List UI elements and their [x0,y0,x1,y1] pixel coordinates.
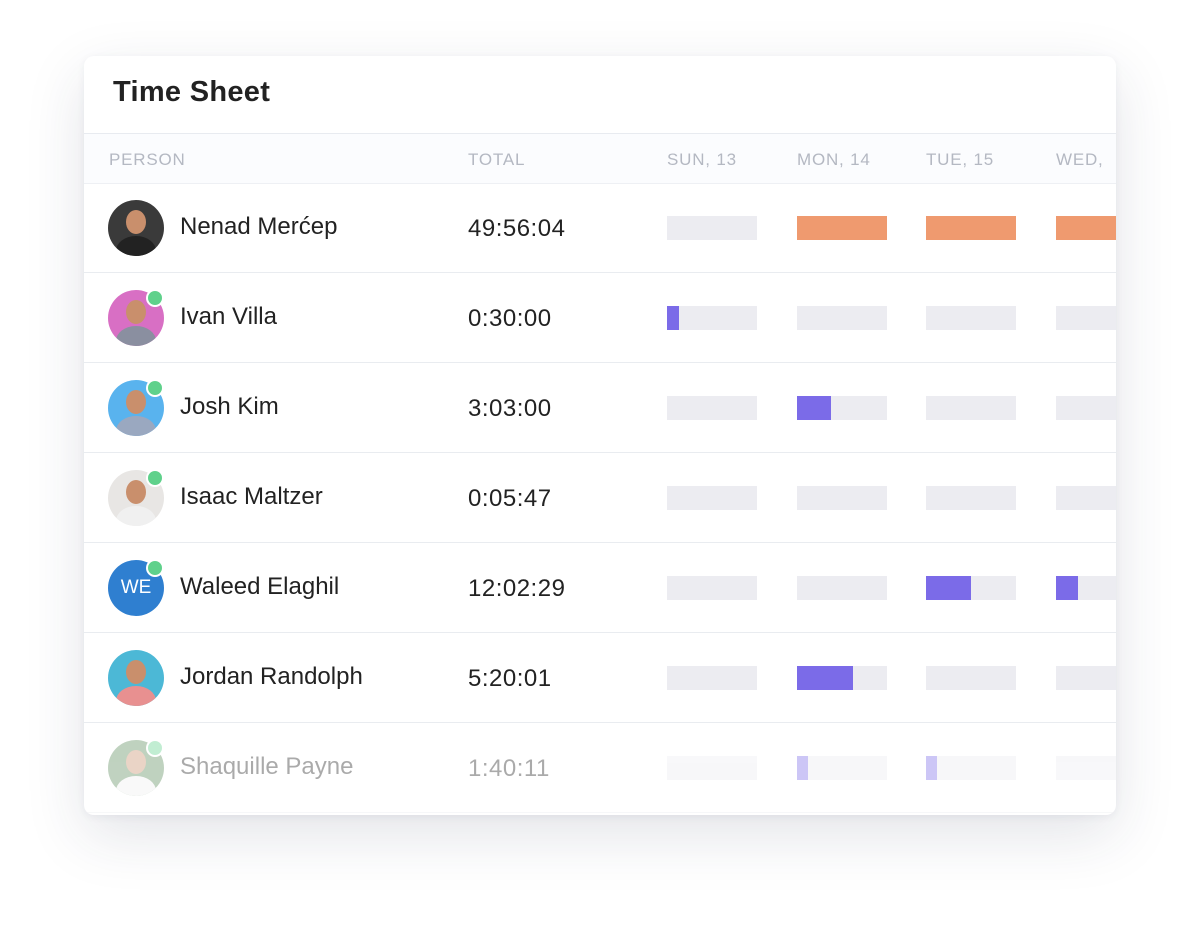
total-time: 5:20:01 [468,665,552,692]
day-bar-track [926,486,1016,510]
total-time: 12:02:29 [468,575,566,602]
avatar [108,650,164,706]
day-bar-track [667,666,757,690]
online-indicator [146,559,164,577]
day-bar [926,216,1016,240]
day-bar-track [1056,396,1116,420]
day-bar-track [1056,666,1116,690]
day-bar [926,756,937,780]
day-bar-track [667,576,757,600]
column-header: PERSON [109,150,186,169]
person-name: Shaquille Payne [180,753,354,780]
day-bar-track [1056,216,1116,240]
day-bar [797,666,853,690]
day-bar-track [1056,486,1116,510]
day-bar-track [926,216,1016,240]
day-bar-track [797,396,887,420]
column-header: WED, [1056,150,1104,169]
day-bar-track [797,216,887,240]
avatar-head [126,660,146,684]
total-time: 0:30:00 [468,305,552,332]
online-indicator [146,379,164,397]
avatar-body [116,506,156,526]
day-bar-track [667,486,757,510]
day-bar-track [667,216,757,240]
day-bar-track [926,306,1016,330]
day-bar [1056,216,1116,240]
avatar-body [116,686,156,706]
avatar-head [126,750,146,774]
person-row: Ivan Villa 0:30:00 [84,273,1116,363]
avatar-head [126,210,146,234]
column-header: TUE, 15 [926,150,994,169]
total-time: 0:05:47 [468,485,552,512]
day-bar-track [926,396,1016,420]
day-bar-track [1056,756,1116,780]
time-sheet-card: Time Sheet PERSON TOTAL SUN, 13 MON, 14 TUE,… [84,56,1116,815]
day-bar-track [926,576,1016,600]
person-row: Josh Kim 3:03:00 [84,363,1116,453]
person-name: Ivan Villa [180,303,277,330]
title: Time Sheet [113,76,271,108]
person-name: Waleed Elaghil [180,573,340,600]
avatar [108,200,164,256]
day-bar-track [667,306,757,330]
day-bar-track [1056,576,1116,600]
header-row: PERSON TOTAL SUN, 13 MON, 14 TUE, 15 WED, [84,133,1116,184]
person-row: Isaac Maltzer 0:05:47 [84,453,1116,543]
online-indicator [146,469,164,487]
avatar-body [116,326,156,346]
day-bar [797,216,887,240]
total-time: 1:40:11 [468,755,550,782]
person-row: Shaquille Payne 1:40:11 [84,723,1116,813]
total-time: 3:03:00 [468,395,552,422]
person-name: Nenad Merćep [180,213,338,240]
day-bar-track [926,666,1016,690]
day-bar-track [797,756,887,780]
online-indicator [146,739,164,757]
day-bar-track [797,666,887,690]
person-row: Nenad Merćep 49:56:04 [84,183,1116,273]
avatar-head [126,300,146,324]
column-header: SUN, 13 [667,150,737,169]
day-bar [797,396,832,420]
person-name: Isaac Maltzer [180,483,323,510]
day-bar-track [667,756,757,780]
column-header: TOTAL [468,150,526,169]
day-bar-track [797,486,887,510]
day-bar-track [797,306,887,330]
person-row: WE Waleed Elaghil 12:02:29 [84,543,1116,633]
day-bar [667,306,679,330]
avatar-body [116,776,156,796]
avatar-initials: WE [120,577,152,598]
avatar [108,740,164,796]
day-bar-track [797,576,887,600]
avatar-body [116,236,156,256]
online-indicator [146,289,164,307]
person-name: Jordan Randolph [180,663,363,690]
day-bar-track [926,756,1016,780]
day-bar [797,756,808,780]
person-row: Jordan Randolph 5:20:01 [84,633,1116,723]
day-bar [926,576,971,600]
avatar-head [126,390,146,414]
column-header: MON, 14 [797,150,871,169]
avatar-head [126,480,146,504]
day-bar-track [667,396,757,420]
avatar-body [116,416,156,436]
person-name: Josh Kim [180,393,279,420]
day-bar-track [1056,306,1116,330]
day-bar [1056,576,1078,600]
total-time: 49:56:04 [468,215,566,242]
